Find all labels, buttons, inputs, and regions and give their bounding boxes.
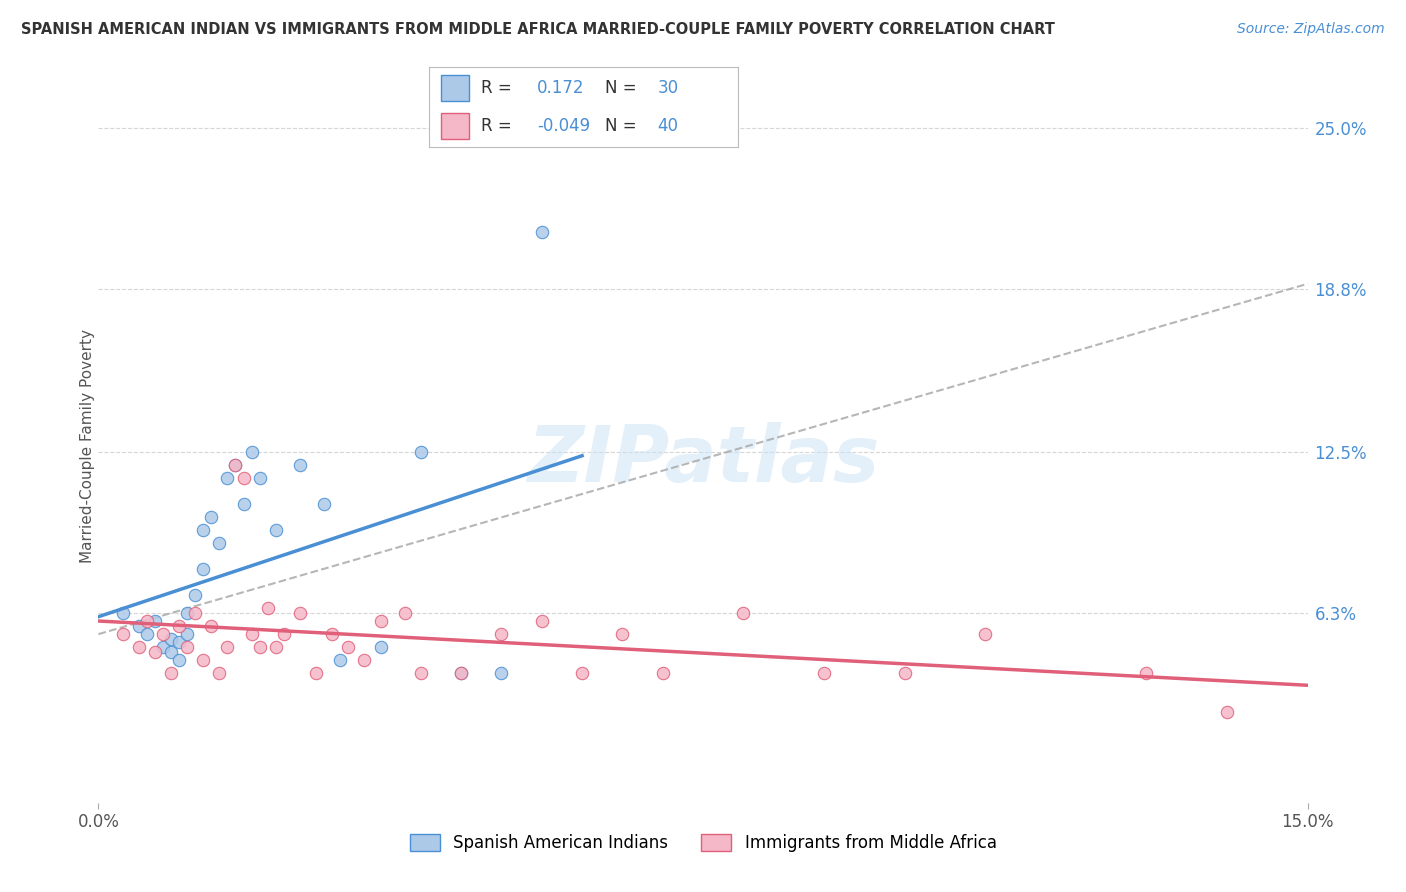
Point <box>370 614 392 628</box>
Point <box>314 497 336 511</box>
Point <box>232 471 254 485</box>
Point <box>305 666 328 681</box>
Point <box>217 471 239 485</box>
Point <box>128 640 150 654</box>
Point <box>893 666 915 681</box>
Point <box>208 666 231 681</box>
Text: 30: 30 <box>658 78 679 96</box>
Point <box>135 614 157 628</box>
Point <box>491 666 513 681</box>
Point <box>143 614 166 628</box>
Point <box>224 458 246 473</box>
Point <box>167 653 190 667</box>
Point <box>111 607 134 621</box>
Point <box>974 627 997 641</box>
Point <box>530 614 553 628</box>
Point <box>128 619 150 633</box>
Point <box>249 471 271 485</box>
Point <box>353 653 375 667</box>
Text: 0.172: 0.172 <box>537 78 585 96</box>
Point <box>1216 705 1239 719</box>
Point <box>143 645 166 659</box>
Point <box>224 458 246 473</box>
Point <box>193 524 215 538</box>
Point <box>200 619 222 633</box>
Text: N =: N = <box>605 78 637 96</box>
Point <box>176 607 198 621</box>
Point <box>813 666 835 681</box>
Point <box>264 640 287 654</box>
Point <box>240 445 263 459</box>
Point <box>193 653 215 667</box>
Text: ZIPatlas: ZIPatlas <box>527 422 879 499</box>
Point <box>167 635 190 649</box>
Point <box>288 458 311 473</box>
Point <box>733 607 755 621</box>
Point <box>152 640 174 654</box>
Point <box>337 640 360 654</box>
Text: Source: ZipAtlas.com: Source: ZipAtlas.com <box>1237 22 1385 37</box>
Bar <box>441 113 470 139</box>
Point <box>651 666 673 681</box>
Point <box>167 619 190 633</box>
Point <box>571 666 593 681</box>
Point <box>135 627 157 641</box>
Point <box>256 601 278 615</box>
Text: N =: N = <box>605 118 637 136</box>
Point <box>176 640 198 654</box>
Point <box>184 607 207 621</box>
Text: SPANISH AMERICAN INDIAN VS IMMIGRANTS FROM MIDDLE AFRICA MARRIED-COUPLE FAMILY P: SPANISH AMERICAN INDIAN VS IMMIGRANTS FR… <box>21 22 1054 37</box>
Point <box>530 225 553 239</box>
Point <box>394 607 416 621</box>
Point <box>232 497 254 511</box>
Point <box>321 627 343 641</box>
Point <box>160 645 183 659</box>
Point <box>160 666 183 681</box>
Legend: Spanish American Indians, Immigrants from Middle Africa: Spanish American Indians, Immigrants fro… <box>404 827 1002 859</box>
Point <box>217 640 239 654</box>
Point <box>240 627 263 641</box>
Point <box>370 640 392 654</box>
Point <box>409 666 432 681</box>
Bar <box>441 75 470 101</box>
Point <box>450 666 472 681</box>
Point <box>160 632 183 647</box>
Point <box>111 627 134 641</box>
Point <box>184 588 207 602</box>
Point <box>200 510 222 524</box>
Point <box>264 524 287 538</box>
Point <box>176 627 198 641</box>
Point <box>208 536 231 550</box>
Y-axis label: Married-Couple Family Poverty: Married-Couple Family Poverty <box>80 329 94 563</box>
Point <box>450 666 472 681</box>
Point <box>409 445 432 459</box>
Point <box>288 607 311 621</box>
Point <box>612 627 634 641</box>
Point <box>193 562 215 576</box>
Point <box>152 627 174 641</box>
Text: R =: R = <box>481 118 512 136</box>
Point <box>1135 666 1157 681</box>
Text: 40: 40 <box>658 118 679 136</box>
Text: -0.049: -0.049 <box>537 118 591 136</box>
Text: R =: R = <box>481 78 512 96</box>
Point <box>491 627 513 641</box>
Point <box>273 627 295 641</box>
Point <box>249 640 271 654</box>
Point <box>329 653 352 667</box>
